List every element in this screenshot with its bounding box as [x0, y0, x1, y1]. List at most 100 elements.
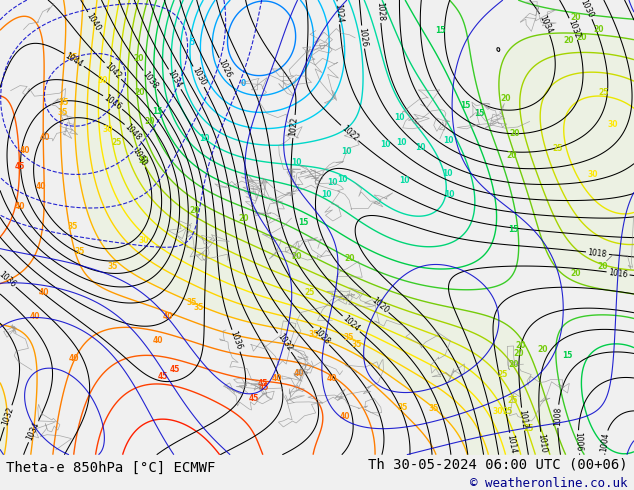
Text: 15: 15 [152, 107, 162, 116]
Text: 45: 45 [259, 383, 269, 392]
Text: 30: 30 [98, 76, 108, 85]
Text: 40: 40 [69, 354, 79, 363]
Text: 1008: 1008 [553, 407, 563, 426]
Text: 20: 20 [576, 33, 586, 42]
Text: 40: 40 [294, 369, 304, 378]
Text: 10: 10 [444, 190, 455, 198]
Text: 30: 30 [103, 124, 113, 134]
Text: 10: 10 [337, 175, 347, 184]
Text: 1034: 1034 [537, 14, 553, 35]
Text: 10: 10 [199, 134, 209, 143]
Text: 1032: 1032 [1, 406, 15, 427]
Text: 1024: 1024 [341, 314, 361, 334]
Text: 35: 35 [429, 404, 439, 414]
Text: 15: 15 [562, 351, 573, 360]
Text: 35: 35 [107, 262, 117, 271]
Text: 1028: 1028 [311, 326, 331, 346]
Text: 1018: 1018 [588, 247, 607, 259]
Text: 25: 25 [598, 88, 609, 98]
Text: 1024: 1024 [333, 3, 344, 23]
Text: 1046: 1046 [102, 93, 124, 111]
Text: 10: 10 [380, 140, 391, 149]
Text: 10: 10 [443, 136, 454, 146]
Text: 45: 45 [257, 379, 268, 388]
Text: 1014: 1014 [505, 434, 518, 454]
Text: 25: 25 [552, 144, 562, 153]
Text: © weatheronline.co.uk: © weatheronline.co.uk [470, 477, 628, 490]
Text: 30: 30 [493, 407, 503, 416]
Text: 1034: 1034 [25, 421, 41, 442]
Text: 1044: 1044 [63, 51, 85, 69]
Text: 15: 15 [460, 101, 471, 110]
Text: 10: 10 [396, 138, 406, 147]
Text: 10: 10 [399, 176, 410, 185]
Text: 1042: 1042 [103, 61, 123, 81]
Text: 20: 20 [144, 118, 155, 126]
Text: 35: 35 [58, 98, 68, 107]
Text: 1040: 1040 [85, 11, 103, 33]
Text: 25: 25 [508, 396, 518, 405]
Text: 40: 40 [30, 312, 40, 321]
Text: 1050: 1050 [131, 147, 149, 168]
Text: 20: 20 [238, 214, 249, 223]
Text: 1012: 1012 [517, 409, 529, 429]
Text: 1032: 1032 [275, 332, 294, 353]
Text: 40: 40 [327, 374, 337, 383]
Text: 15: 15 [508, 225, 519, 234]
Text: 1022: 1022 [339, 123, 359, 143]
Text: 35: 35 [351, 340, 362, 349]
Text: 20: 20 [500, 94, 511, 102]
Text: 1006: 1006 [574, 432, 583, 452]
Text: Theta-e 850hPa [°C] ECMWF: Theta-e 850hPa [°C] ECMWF [6, 461, 216, 475]
Text: 45: 45 [15, 162, 25, 171]
Text: 15: 15 [474, 109, 484, 119]
Text: 20: 20 [570, 13, 581, 22]
Text: 20: 20 [509, 129, 520, 138]
Text: 35: 35 [308, 330, 319, 339]
Text: 10: 10 [415, 144, 426, 152]
Text: 1030: 1030 [579, 0, 595, 19]
Text: 10: 10 [327, 178, 337, 187]
Text: 0: 0 [240, 79, 246, 88]
Text: 35: 35 [74, 247, 84, 256]
Text: 1020: 1020 [370, 295, 390, 315]
Text: 45: 45 [157, 372, 168, 381]
Text: 45: 45 [170, 366, 180, 374]
Text: 40: 40 [39, 288, 49, 297]
Text: 1030: 1030 [190, 66, 207, 87]
Text: 35: 35 [397, 403, 408, 412]
Text: 20: 20 [138, 156, 149, 165]
Text: 15: 15 [436, 26, 446, 35]
Text: 1004: 1004 [599, 432, 611, 452]
Text: 1010: 1010 [536, 433, 548, 453]
Text: 20: 20 [133, 53, 144, 63]
Text: 35: 35 [68, 52, 79, 62]
Text: 40: 40 [20, 146, 30, 155]
Text: 1028: 1028 [375, 1, 385, 21]
Text: 45: 45 [249, 394, 259, 403]
Text: 30: 30 [588, 171, 598, 179]
Text: 35: 35 [343, 333, 354, 342]
Text: 40: 40 [163, 312, 173, 321]
Text: 20: 20 [508, 360, 519, 368]
Text: 30: 30 [138, 236, 148, 245]
Text: 40: 40 [36, 182, 46, 191]
Text: 25: 25 [497, 370, 508, 379]
Text: 30: 30 [607, 121, 618, 129]
Text: 1032: 1032 [566, 18, 581, 40]
Text: 10: 10 [442, 169, 453, 178]
Text: 20: 20 [570, 269, 581, 277]
Text: 20: 20 [344, 254, 355, 263]
Text: 10: 10 [292, 158, 302, 167]
Text: 20: 20 [564, 36, 574, 46]
Text: 10: 10 [321, 190, 332, 199]
Text: 1026: 1026 [358, 27, 368, 47]
Text: 35: 35 [194, 303, 204, 312]
Text: 35: 35 [58, 108, 68, 117]
Text: 20: 20 [597, 262, 608, 271]
Text: 40: 40 [152, 336, 163, 345]
Text: 1016: 1016 [608, 268, 628, 279]
Text: 20: 20 [514, 349, 524, 358]
Text: 15: 15 [298, 219, 308, 227]
Text: 20: 20 [594, 25, 604, 34]
